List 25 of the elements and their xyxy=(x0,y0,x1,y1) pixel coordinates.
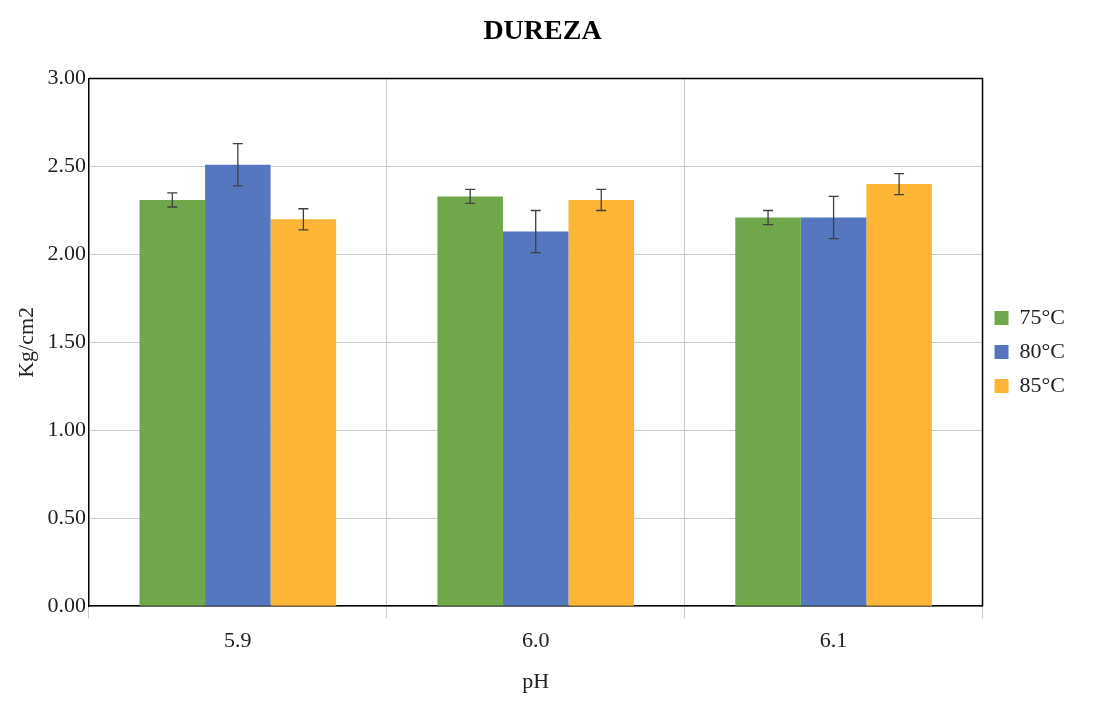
legend-label: 85°C xyxy=(1019,371,1066,397)
y-axis-title: Kg/cm2 xyxy=(12,306,38,378)
y-tick-label: 2.50 xyxy=(47,152,86,178)
y-tick-label: 1.50 xyxy=(47,328,86,354)
x-axis-title: pH xyxy=(522,667,550,693)
legend-label: 80°C xyxy=(1019,337,1066,363)
bar xyxy=(866,184,932,606)
legend-label: 75°C xyxy=(1019,303,1066,329)
bar xyxy=(139,199,206,606)
bar xyxy=(502,231,569,606)
y-tick-label: 1.00 xyxy=(47,416,86,442)
y-tick-label: 0.50 xyxy=(47,504,86,530)
y-tick-label: 2.00 xyxy=(47,240,86,266)
bar xyxy=(800,217,867,606)
bar xyxy=(205,164,271,606)
bar xyxy=(568,199,635,606)
x-tick-label: 6.0 xyxy=(521,627,550,653)
x-tick-label: 6.1 xyxy=(819,627,848,653)
x-tick-label: 5.9 xyxy=(224,627,252,653)
y-tick-label: 0.00 xyxy=(47,591,86,617)
bar xyxy=(270,219,337,606)
bar xyxy=(437,196,503,606)
bar xyxy=(735,217,801,606)
y-tick-label: 3.00 xyxy=(47,64,86,90)
chart-title: DUREZA xyxy=(483,14,603,46)
